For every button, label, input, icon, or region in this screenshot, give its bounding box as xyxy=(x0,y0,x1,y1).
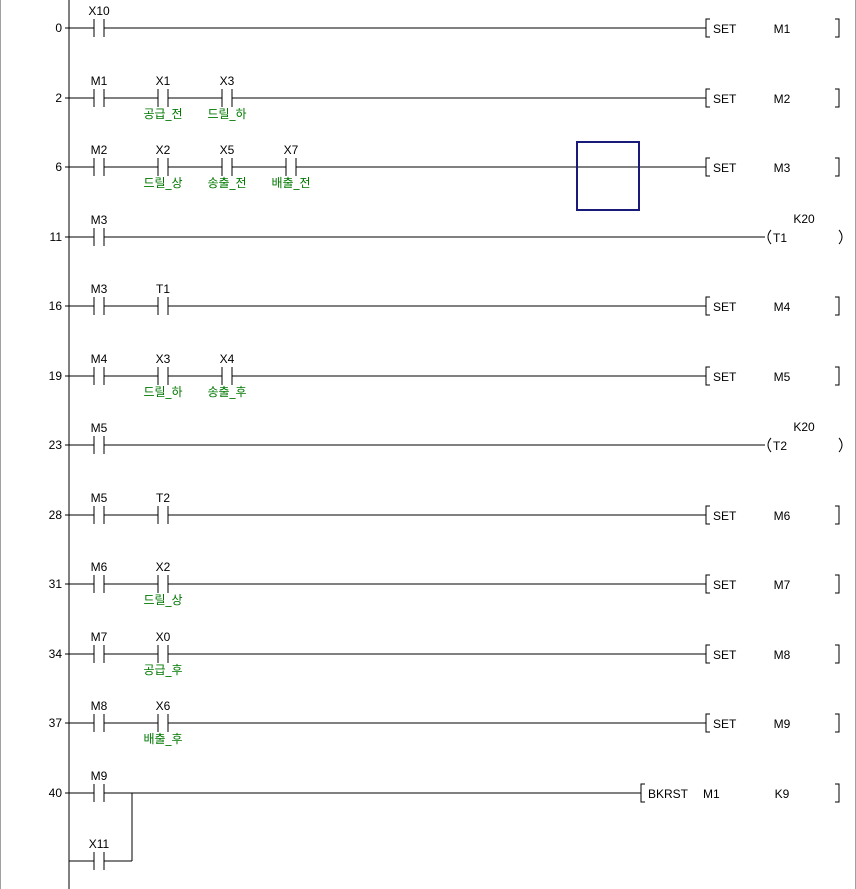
instruction-name: SET xyxy=(713,370,737,384)
step-number: 34 xyxy=(49,647,63,661)
contact-comment-label: 드릴_상 xyxy=(143,176,182,190)
contact-device-label: M3 xyxy=(91,282,108,296)
instruction-bracket-right[interactable] xyxy=(835,783,840,803)
contact-device-label: X3 xyxy=(156,352,171,366)
instruction-bracket-left[interactable] xyxy=(705,713,710,733)
contact-comment-label: 드릴_하 xyxy=(143,385,182,399)
instruction-name: SET xyxy=(713,717,737,731)
contact-device-label: M7 xyxy=(91,630,108,644)
coil-operand: T2 xyxy=(773,439,787,453)
contact-device-label: X0 xyxy=(156,630,171,644)
instruction-operand: M1 xyxy=(774,22,791,36)
contact-device-label: M3 xyxy=(91,213,108,227)
step-number: 19 xyxy=(49,369,63,383)
coil-right-paren[interactable] xyxy=(838,437,843,453)
instruction-name: SET xyxy=(713,92,737,106)
step-number: 28 xyxy=(49,508,63,522)
contact-device-label: T1 xyxy=(156,282,170,296)
contact-device-label: M9 xyxy=(91,769,108,783)
instruction-bracket-left[interactable] xyxy=(705,296,710,316)
contact-device-label: M4 xyxy=(91,352,108,366)
instruction-bracket-right[interactable] xyxy=(835,296,840,316)
instruction-bracket-right[interactable] xyxy=(835,157,840,177)
instruction-bracket-left[interactable] xyxy=(705,18,710,38)
instruction-name: BKRST xyxy=(648,787,689,801)
instruction-name: SET xyxy=(713,509,737,523)
instruction-bracket-right[interactable] xyxy=(835,505,840,525)
instruction-bracket-left[interactable] xyxy=(705,88,710,108)
contact-device-label: M5 xyxy=(91,421,108,435)
instruction-bracket-right[interactable] xyxy=(835,713,840,733)
contact-device-label: X11 xyxy=(89,837,110,851)
contact-comment-label: 드릴_하 xyxy=(207,107,246,121)
instruction-operand: M4 xyxy=(774,300,791,314)
instruction-bracket-right[interactable] xyxy=(835,366,840,386)
instruction-operand: M9 xyxy=(774,717,791,731)
step-number: 0 xyxy=(55,21,62,35)
instruction-operand: M8 xyxy=(774,648,791,662)
contact-comment-label: 드릴_상 xyxy=(143,593,182,607)
step-number: 16 xyxy=(49,299,63,313)
coil-operand: T1 xyxy=(773,231,787,245)
coil-left-paren[interactable] xyxy=(767,229,772,245)
instruction-name: SET xyxy=(713,22,737,36)
contact-comment-label: 송출_전 xyxy=(207,176,246,190)
instruction-operand: M1 xyxy=(703,787,720,801)
instruction-name: SET xyxy=(713,161,737,175)
timer-setting: K20 xyxy=(793,212,815,226)
instruction-bracket-left[interactable] xyxy=(640,783,645,803)
contact-device-label: M2 xyxy=(91,143,108,157)
instruction-name: SET xyxy=(713,648,737,662)
contact-comment-label: 송출_후 xyxy=(207,385,246,399)
contact-device-label: M8 xyxy=(91,699,108,713)
edit-cursor[interactable] xyxy=(576,141,640,211)
instruction-bracket-left[interactable] xyxy=(705,366,710,386)
contact-device-label: X2 xyxy=(156,560,171,574)
timer-setting: K20 xyxy=(793,420,815,434)
step-number: 23 xyxy=(49,438,63,452)
instruction-operand: M2 xyxy=(774,92,791,106)
instruction-operand: M7 xyxy=(774,578,791,592)
instruction-operand: M6 xyxy=(774,509,791,523)
instruction-bracket-left[interactable] xyxy=(705,574,710,594)
instruction-bracket-left[interactable] xyxy=(705,505,710,525)
instruction-name: SET xyxy=(713,578,737,592)
coil-right-paren[interactable] xyxy=(838,229,843,245)
contact-device-label: M5 xyxy=(91,491,108,505)
instruction-name: SET xyxy=(713,300,737,314)
instruction-bracket-left[interactable] xyxy=(705,644,710,664)
contact-device-label: X7 xyxy=(284,143,299,157)
contact-comment-label: 공급_후 xyxy=(143,663,182,677)
instruction-operand: M3 xyxy=(774,161,791,175)
contact-device-label: X3 xyxy=(220,74,235,88)
instruction-bracket-right[interactable] xyxy=(835,88,840,108)
contact-comment-label: 배출_후 xyxy=(143,732,182,746)
instruction-bracket-right[interactable] xyxy=(835,18,840,38)
contact-device-label: X10 xyxy=(88,4,110,18)
step-number: 2 xyxy=(55,91,62,105)
contact-device-label: X5 xyxy=(220,143,235,157)
step-number: 6 xyxy=(55,160,62,174)
contact-comment-label: 공급_전 xyxy=(143,107,182,121)
contact-device-label: M1 xyxy=(91,74,108,88)
step-number: 37 xyxy=(49,716,63,730)
contact-device-label: T2 xyxy=(156,491,170,505)
contact-comment-label: 배출_전 xyxy=(271,176,310,190)
contact-device-label: M6 xyxy=(91,560,108,574)
step-number: 31 xyxy=(49,577,63,591)
contact-device-label: X6 xyxy=(156,699,171,713)
instruction-operand: M5 xyxy=(774,370,791,384)
contact-device-label: X2 xyxy=(156,143,171,157)
step-number: 11 xyxy=(50,230,63,244)
coil-left-paren[interactable] xyxy=(767,437,772,453)
instruction-bracket-left[interactable] xyxy=(705,157,710,177)
contact-device-label: X1 xyxy=(156,74,171,88)
instruction-bracket-right[interactable] xyxy=(835,644,840,664)
step-number: 40 xyxy=(49,786,63,800)
contact-device-label: X4 xyxy=(220,352,235,366)
instruction-bracket-right[interactable] xyxy=(835,574,840,594)
instruction-operand: K9 xyxy=(775,787,790,801)
